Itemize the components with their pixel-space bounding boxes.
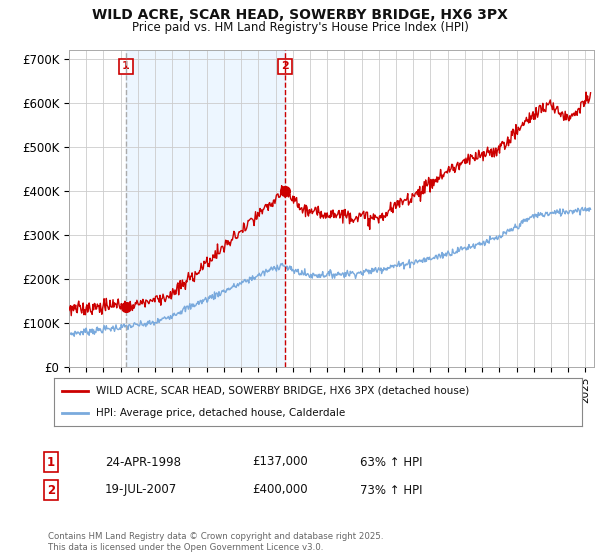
Text: 19-JUL-2007: 19-JUL-2007 (105, 483, 177, 497)
Text: 2: 2 (281, 62, 289, 72)
Text: Price paid vs. HM Land Registry's House Price Index (HPI): Price paid vs. HM Land Registry's House … (131, 21, 469, 34)
Text: WILD ACRE, SCAR HEAD, SOWERBY BRIDGE, HX6 3PX (detached house): WILD ACRE, SCAR HEAD, SOWERBY BRIDGE, HX… (96, 386, 469, 396)
Text: WILD ACRE, SCAR HEAD, SOWERBY BRIDGE, HX6 3PX: WILD ACRE, SCAR HEAD, SOWERBY BRIDGE, HX… (92, 8, 508, 22)
Text: 2: 2 (47, 483, 55, 497)
Text: £400,000: £400,000 (252, 483, 308, 497)
Text: £137,000: £137,000 (252, 455, 308, 469)
Text: 1: 1 (47, 455, 55, 469)
Text: HPI: Average price, detached house, Calderdale: HPI: Average price, detached house, Cald… (96, 408, 346, 418)
Text: 24-APR-1998: 24-APR-1998 (105, 455, 181, 469)
Text: 1: 1 (122, 62, 130, 72)
Text: 73% ↑ HPI: 73% ↑ HPI (360, 483, 422, 497)
Text: Contains HM Land Registry data © Crown copyright and database right 2025.
This d: Contains HM Land Registry data © Crown c… (48, 532, 383, 552)
Text: 63% ↑ HPI: 63% ↑ HPI (360, 455, 422, 469)
Bar (126, 50, 285, 367)
